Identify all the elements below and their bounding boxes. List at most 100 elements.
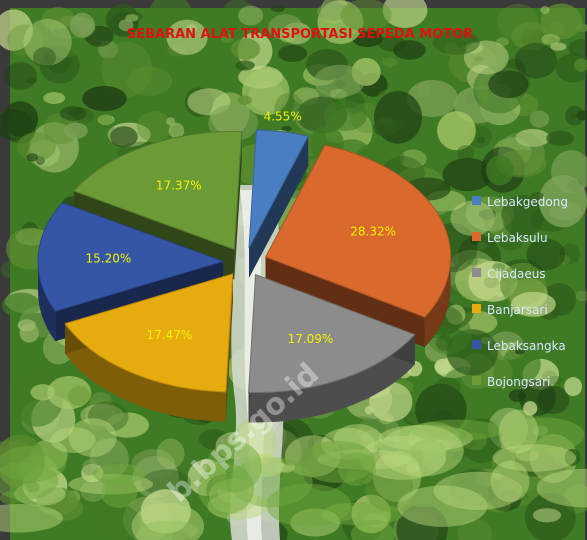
foliage-blob bbox=[466, 255, 478, 266]
foliage-blob bbox=[564, 377, 582, 397]
foliage-blob bbox=[437, 111, 476, 151]
foliage-blob bbox=[550, 42, 567, 51]
foliage-blob bbox=[477, 89, 490, 102]
foliage-blob bbox=[278, 44, 308, 63]
foliage-blob bbox=[530, 191, 544, 201]
foliage-blob bbox=[238, 5, 264, 26]
foliage-blob bbox=[181, 64, 194, 71]
foliage-blob bbox=[463, 414, 474, 420]
foliage-blob bbox=[166, 19, 208, 55]
foliage-blob bbox=[168, 122, 185, 139]
foliage-blob bbox=[59, 106, 87, 121]
foliage-blob bbox=[82, 85, 127, 112]
foliage-blob bbox=[382, 57, 398, 68]
foliage-blob bbox=[550, 229, 580, 256]
data-labels: 4.55% 28.32% 17.09% 17.47% 15.20% 17.37% bbox=[86, 110, 397, 346]
foliage-blob bbox=[442, 158, 493, 192]
foliage-blob bbox=[0, 9, 33, 51]
foliage-blob bbox=[101, 41, 153, 98]
foliage-blob bbox=[450, 200, 495, 236]
foliage-blob bbox=[532, 508, 562, 523]
foliage-blob bbox=[541, 33, 561, 46]
foliage-blob bbox=[497, 3, 539, 41]
foliage-blob bbox=[93, 503, 141, 540]
foliage-blob bbox=[559, 243, 581, 265]
foliage-blob bbox=[477, 136, 486, 144]
foliage-blob bbox=[242, 68, 290, 116]
pie-slice-banjarsari bbox=[64, 273, 234, 422]
foliage-blob bbox=[501, 195, 545, 237]
foliage-blob bbox=[369, 382, 413, 422]
chart-title: SEBARAN ALAT TRANSPORTASI SEPEDA MOTOR bbox=[127, 27, 473, 42]
legend-label: Lebaksulu bbox=[487, 231, 548, 245]
foreground-bush bbox=[337, 452, 377, 486]
pie-slice-lebakgedong bbox=[248, 129, 309, 278]
data-label: 15.20% bbox=[86, 251, 132, 265]
foliage-blob bbox=[575, 290, 587, 302]
foliage-blob bbox=[279, 27, 296, 43]
foliage-blob bbox=[125, 14, 139, 22]
legend-swatch bbox=[472, 268, 481, 277]
foliage-blob bbox=[457, 145, 475, 161]
foliage-blob bbox=[492, 263, 506, 271]
foreground-bush bbox=[131, 502, 205, 540]
foliage-blob bbox=[574, 58, 587, 72]
slice-top bbox=[248, 273, 416, 394]
foliage-blob bbox=[156, 438, 185, 469]
foliage-blob bbox=[219, 0, 258, 40]
foliage-blob bbox=[126, 66, 173, 96]
foliage-blob bbox=[74, 63, 101, 78]
foliage-blob bbox=[235, 60, 255, 71]
foliage-blob bbox=[373, 117, 398, 137]
legend-label: Cijadaeus bbox=[487, 267, 546, 281]
foliage-blob bbox=[576, 110, 587, 121]
legend-label: Bojongsari bbox=[487, 375, 550, 389]
foreground-bush bbox=[68, 418, 117, 458]
foliage-blob bbox=[105, 3, 140, 37]
foliage-blob bbox=[486, 192, 500, 200]
foliage-blob bbox=[317, 0, 364, 45]
foliage-blob bbox=[69, 12, 95, 38]
foliage-blob bbox=[0, 260, 20, 279]
foliage-blob bbox=[26, 153, 39, 162]
pie-slice-cijadaeus bbox=[248, 273, 416, 423]
foliage-blob bbox=[30, 384, 56, 401]
slice-top bbox=[264, 144, 452, 318]
foliage-blob bbox=[63, 122, 88, 139]
legend-swatch bbox=[472, 304, 481, 313]
legend-item: Lebaksangka bbox=[472, 339, 566, 353]
slice-wall bbox=[248, 334, 415, 423]
foliage-blob bbox=[434, 358, 452, 374]
foreground-bush bbox=[350, 519, 395, 540]
foliage-blob bbox=[2, 101, 39, 137]
foliage-blob bbox=[47, 376, 92, 410]
foliage-blob bbox=[511, 21, 550, 51]
foliage-blob bbox=[271, 4, 285, 13]
foliage-blob bbox=[478, 209, 496, 220]
pie-slices bbox=[37, 129, 452, 423]
data-label: 17.37% bbox=[156, 178, 202, 192]
slice-top bbox=[64, 273, 234, 393]
foliage-blob bbox=[483, 213, 505, 233]
legend-label: Banjarsari bbox=[487, 303, 548, 317]
foliage-blob bbox=[517, 393, 526, 400]
foliage-blob bbox=[488, 70, 529, 99]
foliage-blob bbox=[16, 131, 56, 162]
foreground-bush bbox=[0, 461, 59, 500]
foreground-bush bbox=[397, 485, 488, 527]
foliage-blob bbox=[317, 2, 349, 21]
foliage-blob bbox=[515, 128, 550, 147]
foliage-blob bbox=[557, 254, 571, 265]
legend-label: Lebakgedong bbox=[487, 195, 568, 209]
foreground-bush bbox=[0, 503, 63, 533]
foliage-blob bbox=[97, 114, 115, 126]
foliage-blob bbox=[110, 126, 138, 148]
foliage-blob bbox=[399, 149, 427, 169]
slice-wall bbox=[38, 261, 56, 342]
foliage-blob bbox=[546, 130, 574, 146]
foliage-blob bbox=[432, 30, 480, 55]
foliage-blob bbox=[514, 349, 525, 355]
slice-top bbox=[37, 202, 225, 312]
foreground-bush bbox=[92, 463, 147, 484]
slice-wall bbox=[424, 257, 451, 348]
